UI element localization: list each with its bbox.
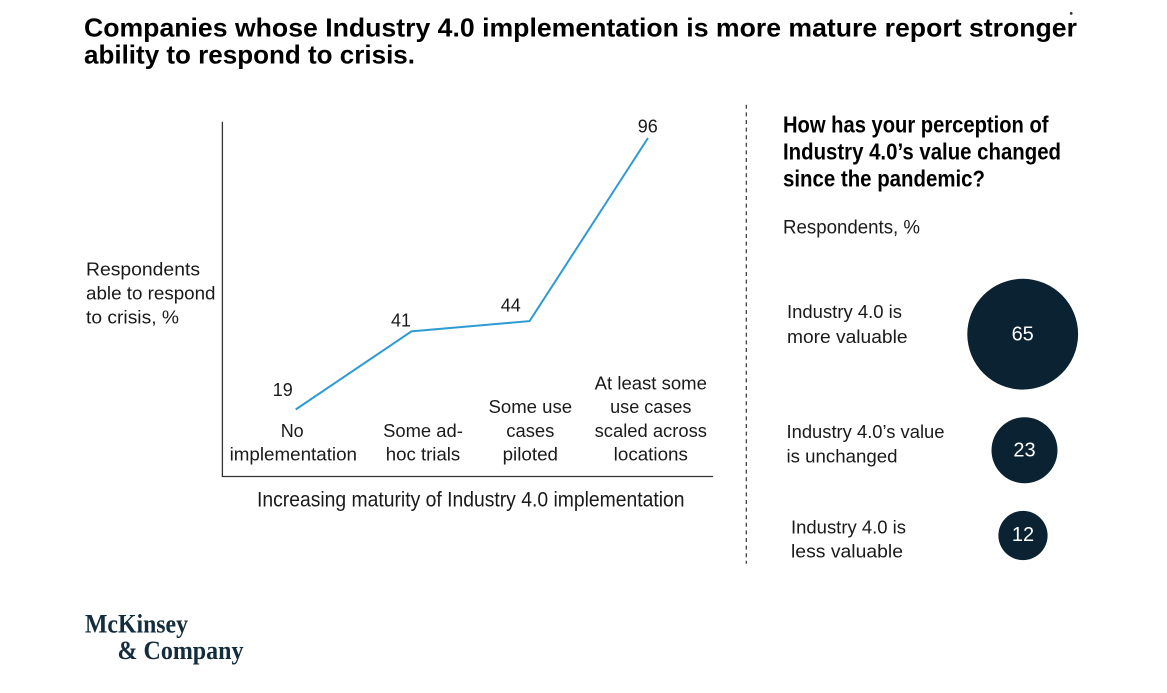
svg-text:less valuable: less valuable: [791, 542, 903, 562]
svg-text:ability to respond to crisis.: ability to respond to crisis.: [84, 40, 415, 70]
svg-text:Some use: Some use: [489, 397, 573, 417]
svg-text:piloted: piloted: [503, 445, 558, 465]
svg-text:use cases: use cases: [610, 397, 691, 417]
svg-text:Industry 4.0’s value: Industry 4.0’s value: [787, 422, 945, 442]
svg-text:Industry 4.0 is: Industry 4.0 is: [791, 517, 906, 537]
svg-text:since the pandemic?: since the pandemic?: [783, 165, 985, 191]
svg-text:Increasing maturity of Industr: Increasing maturity of Industry 4.0 impl…: [257, 489, 685, 512]
svg-text:cases: cases: [506, 421, 554, 441]
svg-text:65: 65: [1012, 323, 1034, 345]
svg-text:Respondents: Respondents: [86, 259, 200, 279]
svg-text:44: 44: [501, 296, 521, 316]
svg-text:to crisis, %: to crisis, %: [86, 307, 179, 327]
svg-text:Industry 4.0 is: Industry 4.0 is: [787, 302, 902, 322]
svg-text:41: 41: [391, 311, 411, 331]
svg-text:able to respond: able to respond: [86, 283, 216, 303]
svg-text:23: 23: [1013, 440, 1035, 462]
svg-text:No: No: [281, 421, 304, 441]
svg-text:& Company: & Company: [118, 636, 244, 665]
svg-text:How has your perception of: How has your perception of: [783, 112, 1049, 138]
svg-text:Companies whose Industry 4.0 i: Companies whose Industry 4.0 implementat…: [84, 12, 1077, 42]
svg-text:96: 96: [638, 117, 658, 137]
svg-text:more valuable: more valuable: [787, 327, 908, 347]
svg-text:McKinsey: McKinsey: [85, 610, 188, 639]
svg-text:hoc trials: hoc trials: [386, 445, 461, 465]
svg-text:scaled across: scaled across: [595, 421, 707, 441]
svg-text:Respondents, %: Respondents, %: [783, 218, 920, 239]
svg-text:Industry 4.0’s value changed: Industry 4.0’s value changed: [783, 139, 1061, 165]
svg-text:implementation: implementation: [230, 445, 357, 465]
svg-text:Some ad-: Some ad-: [383, 421, 463, 441]
svg-text:locations: locations: [614, 445, 688, 465]
svg-text:At least some: At least some: [595, 373, 707, 393]
svg-text:is unchanged: is unchanged: [787, 446, 898, 466]
svg-text:19: 19: [273, 380, 293, 400]
svg-text:12: 12: [1012, 524, 1034, 546]
